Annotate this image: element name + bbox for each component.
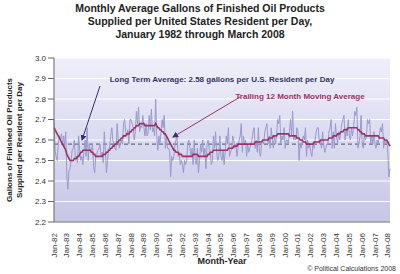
svg-text:Jan-92: Jan-92 <box>178 232 187 257</box>
svg-text:2.3: 2.3 <box>35 197 47 206</box>
svg-text:2.6: 2.6 <box>35 136 47 145</box>
svg-text:Gallons of Finished Oil Produc: Gallons of Finished Oil Products <box>8 77 14 202</box>
svg-text:Jan-91: Jan-91 <box>165 232 174 257</box>
svg-text:Jan-04: Jan-04 <box>332 232 341 257</box>
svg-text:2.5: 2.5 <box>35 156 47 165</box>
svg-text:Month-Year: Month-Year <box>197 256 247 266</box>
svg-text:Jan-89: Jan-89 <box>139 232 148 257</box>
svg-text:Monthly Average Gallons of Fin: Monthly Average Gallons of Finished Oil … <box>75 2 325 14</box>
svg-text:Long Term Average: 2.58 gallon: Long Term Average: 2.58 gallons per U.S.… <box>110 75 335 84</box>
svg-text:Jan-82: Jan-82 <box>50 232 59 257</box>
svg-text:Jan-88: Jan-88 <box>127 232 136 257</box>
svg-text:2.9: 2.9 <box>35 74 47 83</box>
svg-text:Jan-95: Jan-95 <box>216 232 225 257</box>
svg-text:© Political Calculations 2008: © Political Calculations 2008 <box>307 265 392 272</box>
svg-text:Jan-00: Jan-00 <box>281 232 290 257</box>
svg-text:Jan-98: Jan-98 <box>255 232 264 257</box>
svg-text:3.0: 3.0 <box>35 54 47 63</box>
svg-text:Jan-85: Jan-85 <box>88 232 97 257</box>
svg-text:2.4: 2.4 <box>35 177 47 186</box>
svg-text:Trailing 12 Month Moving Avera: Trailing 12 Month Moving Average <box>235 92 365 101</box>
svg-text:Jan-03: Jan-03 <box>319 232 328 257</box>
svg-text:Jan-99: Jan-99 <box>268 232 277 257</box>
svg-text:2.8: 2.8 <box>35 95 47 104</box>
svg-text:Jan-96: Jan-96 <box>229 232 238 257</box>
svg-text:Jan-83: Jan-83 <box>62 232 71 257</box>
svg-text:2.2: 2.2 <box>35 218 47 227</box>
svg-text:Jan-94: Jan-94 <box>204 232 213 257</box>
svg-text:2.7: 2.7 <box>35 115 47 124</box>
svg-text:Supplied per Resident per Day: Supplied per Resident per Day <box>15 81 24 198</box>
svg-text:Jan-97: Jan-97 <box>242 232 251 257</box>
svg-text:Jan-93: Jan-93 <box>191 232 200 257</box>
svg-text:Jan-87: Jan-87 <box>114 232 123 257</box>
svg-text:Jan-01: Jan-01 <box>293 232 302 257</box>
svg-text:Jan-08: Jan-08 <box>383 232 392 257</box>
svg-text:Jan-06: Jan-06 <box>358 232 367 257</box>
svg-text:Jan-02: Jan-02 <box>306 232 315 257</box>
svg-text:January 1982 through March 200: January 1982 through March 2008 <box>115 28 284 40</box>
svg-text:Jan-84: Jan-84 <box>75 232 84 257</box>
svg-text:Supplied per United States Res: Supplied per United States Resident per … <box>88 15 313 27</box>
svg-text:Jan-90: Jan-90 <box>152 232 161 257</box>
svg-text:Jan-86: Jan-86 <box>101 232 110 257</box>
svg-text:Jan-05: Jan-05 <box>345 232 354 257</box>
svg-text:Jan-07: Jan-07 <box>371 232 380 257</box>
